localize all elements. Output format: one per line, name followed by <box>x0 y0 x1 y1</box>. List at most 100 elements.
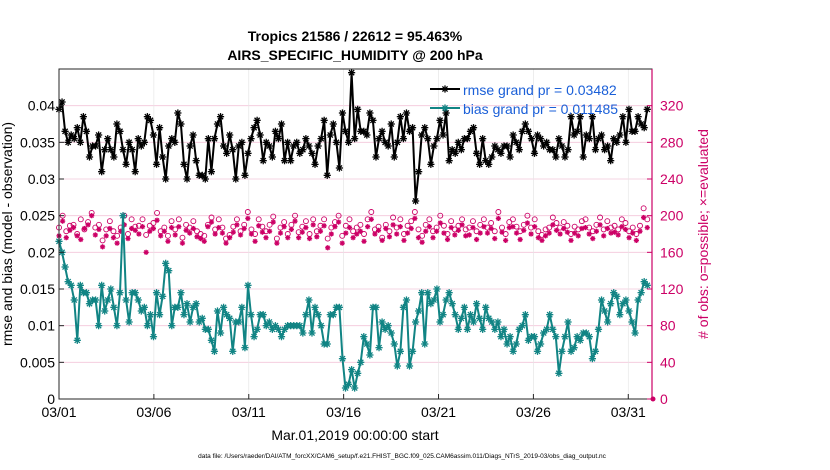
obs-evaluated-point <box>332 224 338 230</box>
rmse-point <box>579 153 587 161</box>
obs-possible-point <box>571 223 578 230</box>
obs-possible-point <box>397 216 404 223</box>
bias-point <box>250 333 258 341</box>
obs-possible-point <box>637 222 643 229</box>
rmse-point <box>640 124 648 132</box>
rmse-point <box>204 135 212 143</box>
obs-evaluated-point <box>85 222 91 228</box>
bias-point <box>546 311 554 319</box>
obs-possible-point <box>582 216 589 223</box>
rmse-point <box>515 146 523 154</box>
obs-evaluated-point <box>292 218 298 224</box>
obs-possible-point <box>106 218 113 225</box>
bias-point <box>101 307 109 315</box>
rmse-point <box>613 138 621 146</box>
obs-possible-point <box>411 209 418 215</box>
rmse-point <box>171 138 179 146</box>
bias-point <box>604 318 612 326</box>
rmse-point <box>591 146 600 154</box>
x-tick-label: 03/26 <box>516 404 551 420</box>
bias-point <box>561 333 569 341</box>
bias-point <box>305 296 313 304</box>
obs-evaluated-point <box>270 219 276 225</box>
obs-evaluated-point <box>89 213 95 219</box>
obs-evaluated-point <box>550 222 556 228</box>
rmse-point <box>518 127 526 135</box>
legend-bias-marker <box>441 104 449 112</box>
bias-point <box>122 296 130 304</box>
obs-evaluated-point <box>521 227 527 233</box>
bias-point <box>64 278 72 286</box>
rmse-point <box>302 135 310 143</box>
rmse-point <box>399 135 408 143</box>
obs-evaluated-point <box>154 217 160 223</box>
rmse-point <box>76 138 84 146</box>
obs-evaluated-point <box>219 230 226 236</box>
obs-evaluated-point <box>343 230 349 236</box>
bias-point <box>564 318 572 326</box>
obs-evaluated-point <box>408 225 414 232</box>
left-tick-label: 0.015 <box>20 281 55 297</box>
obs-possible-point <box>368 209 375 215</box>
obs-evaluated-point <box>524 220 531 226</box>
rmse-point <box>576 113 584 121</box>
right-tick-label: 320 <box>660 98 684 114</box>
rmse-point <box>119 146 127 154</box>
left-tick-label: 0.01 <box>28 318 55 334</box>
rmse-point <box>634 113 642 121</box>
bias-point <box>396 347 404 355</box>
bias-point <box>335 303 344 311</box>
obs-evaluated-point <box>172 232 178 238</box>
bias-point <box>622 296 630 304</box>
rmse-point <box>494 146 502 154</box>
obs-possible-point <box>531 216 538 223</box>
rmse-point <box>616 131 624 139</box>
bias-point <box>491 325 499 333</box>
bias-point <box>536 340 545 348</box>
bias-point <box>549 325 557 333</box>
bias-point <box>412 318 420 326</box>
obs-possible-point <box>110 228 117 235</box>
obs-possible-point <box>77 216 84 223</box>
obs-evaluated-point <box>339 240 345 246</box>
obs-evaluated-point <box>103 233 109 239</box>
obs-evaluated-point <box>644 224 650 231</box>
obs-evaluated-point <box>495 215 501 222</box>
rmse-point <box>98 168 106 176</box>
bias-point <box>509 347 517 355</box>
bias-point <box>314 311 322 319</box>
bias-point <box>338 355 347 363</box>
rmse-point <box>146 116 155 124</box>
bias-point <box>543 325 551 333</box>
bias-point <box>360 333 368 341</box>
legend-bias-label: bias grand pr = 0.011485 <box>463 101 618 117</box>
bias-point <box>576 336 584 344</box>
bias-point <box>512 340 520 348</box>
bias-point <box>460 303 468 311</box>
bias-point <box>530 333 539 341</box>
obs-evaluated-point <box>455 227 462 233</box>
obs-evaluated-point <box>415 235 422 241</box>
obs-evaluated-point <box>412 215 418 222</box>
right-tick-label: 80 <box>660 318 676 334</box>
rmse-point <box>558 142 566 150</box>
bias-point <box>149 333 158 341</box>
bias-point <box>113 322 121 330</box>
bias-point <box>91 296 100 304</box>
bias-point <box>442 296 450 304</box>
obs-evaluated-point <box>227 235 233 241</box>
x-tick-label: 03/11 <box>232 404 266 420</box>
bias-point <box>253 325 261 333</box>
obs-evaluated-point <box>590 235 596 242</box>
rmse-point <box>506 153 514 161</box>
rmse-point <box>433 135 441 143</box>
obs-possible-point <box>353 224 360 231</box>
rmse-point <box>430 142 438 150</box>
bias-point <box>472 300 481 308</box>
obs-evaluated-point <box>274 240 280 246</box>
bias-point <box>500 325 508 333</box>
legend: rmse grand pr = 0.03482 bias grand pr = … <box>430 82 618 117</box>
rmse-point <box>125 138 133 146</box>
rmse-point <box>91 142 100 150</box>
bias-point <box>183 300 191 308</box>
